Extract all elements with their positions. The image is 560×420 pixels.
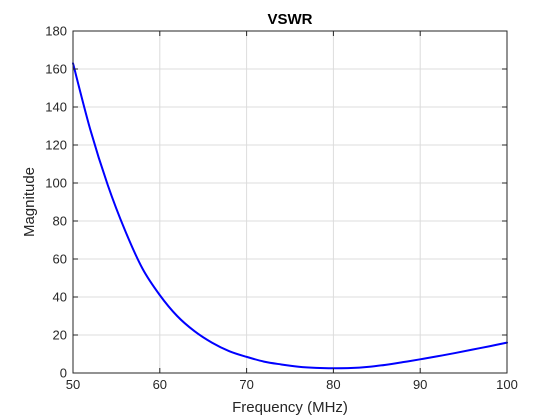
x-tick-label: 60 <box>153 377 167 392</box>
x-tick-label: 70 <box>239 377 253 392</box>
y-tick-label: 160 <box>45 62 67 77</box>
series-line-0 <box>72 62 508 370</box>
y-tick-label: 20 <box>53 328 67 343</box>
y-tick-label: 40 <box>53 290 67 305</box>
axes-frame <box>72 30 508 374</box>
y-axis-label: Magnitude <box>21 167 38 237</box>
chart-title: VSWR <box>268 11 313 28</box>
y-tick-label: 0 <box>60 366 67 381</box>
plot-area <box>73 31 507 373</box>
y-tick-label: 80 <box>53 214 67 229</box>
x-axis-label: Frequency (MHz) <box>232 399 348 416</box>
x-tick-label: 100 <box>496 377 518 392</box>
x-tick-label: 50 <box>66 377 80 392</box>
y-tick-label: 100 <box>45 176 67 191</box>
series-layer <box>72 62 508 370</box>
y-tick-label: 180 <box>45 24 67 39</box>
y-tick-label: 60 <box>53 252 67 267</box>
x-tick-label: 90 <box>413 377 427 392</box>
y-tick-label: 140 <box>45 100 67 115</box>
ticks: 50 60 70 80 90 100 0 20 40 60 80 100 120 140 160 180 <box>45 24 518 393</box>
y-tick-label: 120 <box>45 138 67 153</box>
x-tick-label: 80 <box>326 377 340 392</box>
